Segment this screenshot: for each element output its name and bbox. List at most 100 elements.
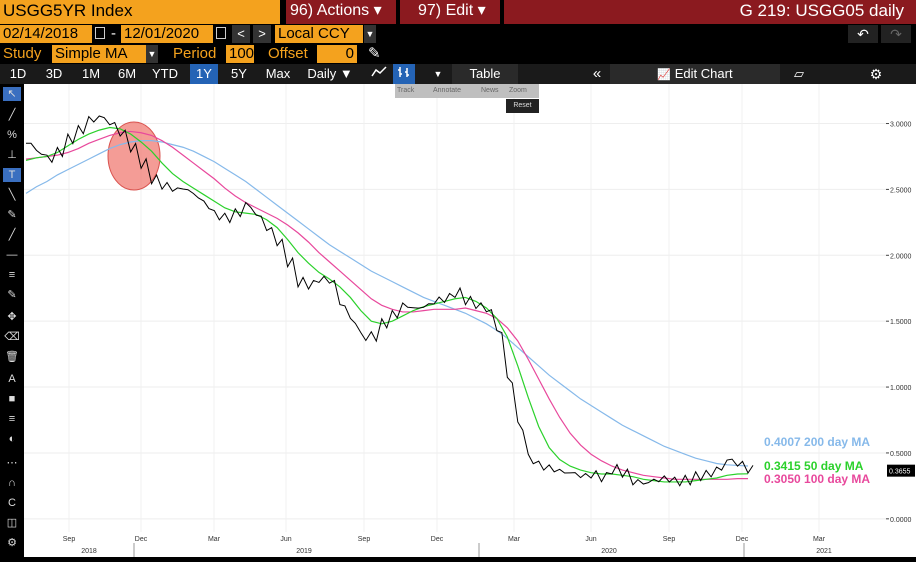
highlight-circle: [107, 121, 161, 191]
end-date-field[interactable]: 12/01/2020: [121, 25, 213, 43]
offset-label: Offset: [268, 45, 308, 62]
annotate-button[interactable]: Annotate: [433, 87, 462, 94]
line-chart-icon[interactable]: [368, 64, 390, 84]
x-month-label: Jun: [280, 536, 291, 543]
move-icon[interactable]: ✥: [7, 311, 17, 323]
y-axis-svg: 3.0000 2.5000 2.0000 1.5000 1.0000 0.5000 0.00…: [886, 122, 915, 524]
range-ytd[interactable]: YTD: [152, 66, 178, 81]
range-1y[interactable]: 1Y: [190, 64, 218, 84]
edit-chart-button[interactable]: 📈 Edit Chart: [610, 64, 780, 84]
text-tool-icon[interactable]: T: [3, 168, 21, 182]
range-3d[interactable]: 3D: [45, 66, 63, 81]
cycle-icon[interactable]: C: [8, 497, 16, 509]
hline-icon[interactable]: —: [6, 249, 18, 261]
prev-arrow-icon[interactable]: <: [232, 25, 250, 43]
edit-menu[interactable]: 97) Edit ▾: [400, 0, 500, 24]
collapse-icon[interactable]: «: [592, 65, 602, 82]
reset-button[interactable]: Reset: [506, 99, 539, 113]
x-month-label: Sep: [358, 536, 371, 543]
dropdown-icon[interactable]: ▼: [146, 45, 158, 63]
window-title: G 219: USGG05 daily: [504, 0, 916, 24]
period-field[interactable]: 100: [226, 45, 254, 63]
channel-icon[interactable]: ≡: [8, 269, 16, 281]
drawing-tools: ↖ ╱ % ⊥ T ╲ ✎ ╱ — ≡ ✎ ✥ ⌫ 🗑 A ■ ≡ ◐ ⋯ ∩ …: [0, 84, 24, 557]
cursor-icon[interactable]: ↖: [3, 87, 21, 101]
zoom-button[interactable]: Zoom: [509, 87, 527, 94]
legend-entry: 0.3050 100 day MA: [764, 472, 870, 486]
mode-icon[interactable]: ⋯: [6, 457, 18, 469]
study-bar: Study Simple MA ▼ Period 100 Offset 0 ✎: [0, 44, 916, 64]
track-button[interactable]: Track: [397, 87, 415, 94]
x-month-label: Dec: [431, 536, 444, 543]
brush-icon[interactable]: ╲: [8, 189, 16, 201]
y-tick-label: 0.0000: [890, 517, 912, 524]
last-price-tag: [887, 464, 915, 477]
x-month-label: Dec: [135, 536, 148, 543]
range-1d[interactable]: 1D: [9, 66, 27, 81]
period-label: Period: [173, 45, 217, 62]
redo-icon[interactable]: ↷: [881, 25, 911, 43]
start-date-field[interactable]: 02/14/2018: [0, 25, 92, 43]
date-separator: -: [111, 25, 116, 42]
ray-icon[interactable]: ╱: [8, 229, 16, 241]
frequency-select[interactable]: Daily ▼: [307, 66, 353, 81]
x-year-label: 2021: [816, 548, 832, 555]
calendar-icon[interactable]: [95, 27, 105, 39]
range-toolbar: 1D 3D 1M 6M YTD 1Y 5Y Max Daily ▼ ▼ Table « 📈 E…: [0, 64, 916, 84]
range-max[interactable]: Max: [265, 66, 291, 81]
pen-icon[interactable]: ✎: [7, 209, 17, 221]
pencil-icon[interactable]: ✎: [7, 289, 17, 301]
x-year-label: 2020: [601, 548, 617, 555]
y-tick-label: 2.0000: [890, 253, 912, 260]
next-arrow-icon[interactable]: >: [253, 25, 271, 43]
x-month-label: Mar: [813, 536, 826, 543]
date-bar: 02/14/2018 - 12/01/2020 < > Local CCY ▼ …: [0, 24, 916, 44]
range-6m[interactable]: 6M: [117, 66, 137, 81]
line-tool-icon[interactable]: ╱: [8, 109, 16, 121]
color-icon[interactable]: ◐: [8, 433, 16, 445]
bar-tool-icon[interactable]: ⊥: [7, 149, 17, 161]
eraser-icon[interactable]: ⌫: [4, 331, 20, 343]
chart-plot-area[interactable]: 0.4007 200 day MA 0.3415 50 day MA 0.3050 …: [24, 84, 890, 532]
actions-menu[interactable]: 96) Actions ▾: [286, 0, 396, 24]
magnet-icon[interactable]: ∩: [8, 477, 16, 489]
layers-icon[interactable]: ◫: [6, 517, 18, 529]
series-line-100-day-ma: [25, 130, 748, 480]
x-month-label: Sep: [63, 536, 76, 543]
edit-chart-label: Edit Chart: [674, 66, 733, 81]
annotation-icon[interactable]: ▱: [794, 66, 804, 81]
price-chart: 0.4007 200 day MA 0.3415 50 day MA0.3050 …: [24, 84, 890, 532]
percent-tool-icon[interactable]: %: [7, 129, 17, 141]
range-5y[interactable]: 5Y: [231, 66, 247, 81]
undo-icon[interactable]: ↶: [848, 25, 878, 43]
study-field[interactable]: Simple MA: [52, 45, 146, 63]
font-icon[interactable]: A: [8, 373, 16, 385]
y-tick-label: 1.0000: [890, 385, 912, 392]
x-axis-svg: Sep Dec Mar Jun Sep Dec Mar Jun Sep Dec Mar 2018 201…: [63, 536, 832, 557]
x-month-label: Mar: [508, 536, 521, 543]
chart-icon: 📈: [657, 69, 672, 81]
series-line-50-day-ma: [25, 126, 749, 483]
table-button[interactable]: Table: [452, 64, 518, 84]
pencil-icon[interactable]: ✎: [368, 45, 381, 62]
bar-chart-icon[interactable]: [393, 64, 415, 84]
trash-icon[interactable]: 🗑: [5, 351, 19, 363]
gear-icon[interactable]: ⚙: [869, 66, 883, 82]
x-month-label: Sep: [663, 536, 676, 543]
news-button[interactable]: News: [481, 87, 499, 94]
currency-field[interactable]: Local CCY: [275, 25, 363, 43]
study-label: Study: [3, 45, 42, 62]
range-1m[interactable]: 1M: [81, 66, 101, 81]
offset-field[interactable]: 0: [317, 45, 357, 63]
y-tick-label: 1.5000: [890, 319, 912, 326]
settings-icon[interactable]: ⚙: [7, 537, 17, 549]
series-line-200-day-ma: [25, 140, 749, 467]
chevron-down-icon[interactable]: ▼: [433, 69, 443, 79]
ticker-field[interactable]: USGG5YR Index: [0, 0, 280, 24]
fill-icon[interactable]: ■: [8, 393, 16, 405]
calendar-icon[interactable]: [216, 27, 226, 39]
dropdown-icon[interactable]: ▼: [364, 25, 376, 43]
header-bar: USGG5YR Index 96) Actions ▾ 97) Edit ▾ G…: [0, 0, 916, 24]
legend-entry: 0.3415 50 day MA: [764, 459, 864, 473]
line-style-icon[interactable]: ≡: [8, 413, 16, 425]
